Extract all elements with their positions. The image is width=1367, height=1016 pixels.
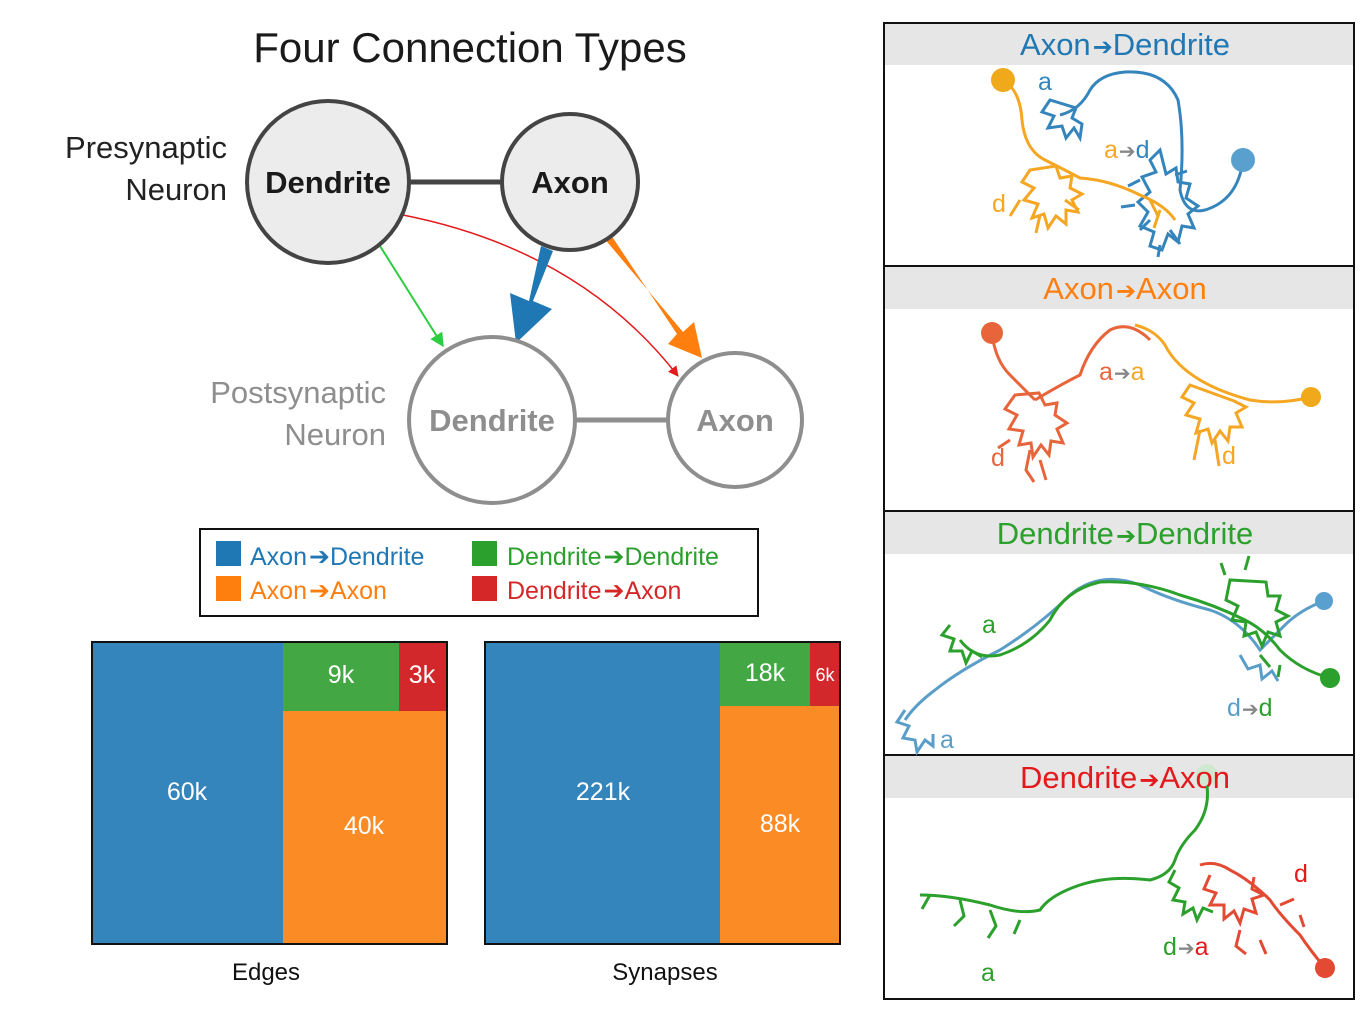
soma-orange <box>991 68 1015 92</box>
postsynaptic-label-line2: Neuron <box>284 417 386 452</box>
postsynaptic-label-line1: Postsynaptic <box>210 375 386 410</box>
panel-title: Axon➔Dendrite <box>1020 27 1230 62</box>
soma-yellow-orange <box>1301 387 1321 407</box>
legend-swatch-dendrite-axon <box>472 576 497 601</box>
compartment-label: d <box>992 190 1006 218</box>
treemap-value: 18k <box>745 659 786 687</box>
panel-header <box>885 512 1353 554</box>
legend-swatch-axon-axon <box>216 576 241 601</box>
neuron-green <box>939 555 1331 680</box>
panel-axon-dendrite: Axon➔Dendrite a d a➔d <box>885 24 1353 258</box>
treemap-value: 3k <box>409 661 436 689</box>
treemap-value: 221k <box>576 778 631 806</box>
soma-red-orange <box>981 322 1003 344</box>
treemap-label: Edges <box>232 959 300 986</box>
post-axon-node <box>666 351 804 489</box>
arrow-axon-axon <box>603 232 702 358</box>
arrow-dendrite-dendrite <box>379 245 444 348</box>
connection-label: d➔a <box>1163 933 1209 961</box>
treemap-cell-dendrite-axon <box>810 642 840 706</box>
post-dendrite-node <box>407 335 577 505</box>
panel-header <box>885 756 1353 798</box>
legend-item-axon-axon: Axon➔Axon <box>250 577 387 605</box>
treemap-frame <box>91 641 448 945</box>
legend-swatch-axon-dendrite <box>216 541 241 566</box>
treemap-cell-axon-axon <box>283 711 447 944</box>
neuron-blue <box>1039 70 1245 258</box>
compartment-label: d <box>991 444 1005 472</box>
compartment-label: a <box>981 959 995 987</box>
treemap-value: 40k <box>344 812 385 840</box>
legend-swatch-dendrite-dendrite <box>472 541 497 566</box>
legend-item-axon-dendrite: Axon➔Dendrite <box>250 543 424 571</box>
connection-diagram: Four Connection Types Presynaptic Neuron… <box>65 24 804 505</box>
arrow-axon-dendrite <box>510 246 553 343</box>
panel-axon-axon: Axon➔Axon d d a➔a <box>885 267 1353 483</box>
connection-label: a➔a <box>1099 358 1145 386</box>
pre-axon-label: Axon <box>531 165 609 200</box>
neuron-orange <box>1002 78 1177 234</box>
soma-blue-2 <box>1315 592 1333 610</box>
panel-header <box>885 24 1353 65</box>
treemap-value: 88k <box>760 810 801 838</box>
soma-green <box>1320 668 1340 688</box>
presynaptic-label-line1: Presynaptic <box>65 130 227 165</box>
compartment-label: d <box>1294 860 1308 888</box>
neuron-yellow-orange <box>1134 323 1312 467</box>
arrow-dendrite-axon <box>402 214 679 377</box>
neuron-green-2 <box>919 785 1214 939</box>
treemap-value: 60k <box>167 778 208 806</box>
compartment-label: a <box>1038 68 1052 96</box>
connection-label: a➔d <box>1104 136 1150 164</box>
legend: Axon➔Dendrite Dendrite➔Dendrite Axon➔Axo… <box>199 528 759 617</box>
post-axon-label: Axon <box>696 403 774 438</box>
soma-faded-green <box>1196 764 1218 786</box>
panel-title: Axon➔Axon <box>1043 271 1206 306</box>
panel-title: Dendrite➔Dendrite <box>997 516 1253 551</box>
treemap-value: 6k <box>815 665 835 685</box>
presynaptic-label-line2: Neuron <box>125 172 227 207</box>
treemap-cell-dendrite-dendrite <box>283 642 399 711</box>
treemap-cell-dendrite-dendrite <box>720 642 810 706</box>
neuron-red-orange <box>990 325 1152 483</box>
legend-item-dendrite-dendrite: Dendrite➔Dendrite <box>507 543 719 571</box>
connection-label: d➔d <box>1227 694 1273 722</box>
pre-dendrite-node <box>245 99 411 265</box>
treemap-cell-dendrite-axon <box>399 642 447 711</box>
pre-dendrite-label: Dendrite <box>265 165 391 200</box>
treemap-frame <box>484 641 841 945</box>
panel-dendrite-dendrite: Dendrite➔Dendrite a a d➔d <box>885 512 1353 756</box>
legend-item-dendrite-axon: Dendrite➔Axon <box>507 577 681 605</box>
panel-header <box>885 267 1353 309</box>
post-dendrite-label: Dendrite <box>429 403 555 438</box>
compartment-label: d <box>1222 442 1236 470</box>
treemap-value: 9k <box>328 661 355 689</box>
treemap-edges: 60k 9k 3k 40k Edges <box>91 641 448 986</box>
pre-axon-node <box>500 112 640 252</box>
treemap-cell-axon-dendrite <box>485 642 720 944</box>
diagram-title: Four Connection Types <box>253 24 686 71</box>
treemap-cell-axon-axon <box>720 706 840 944</box>
soma-blue <box>1231 148 1255 172</box>
compartment-label: a <box>940 726 954 754</box>
treemap-cell-axon-dendrite <box>92 642 283 944</box>
soma-red-2 <box>1315 958 1335 978</box>
neuron-red-2 <box>1199 861 1327 969</box>
neuron-panels: Axon➔Dendrite a d a➔d <box>883 22 1355 1000</box>
treemap-label: Synapses <box>612 959 717 986</box>
panel-dendrite-axon: Dendrite➔Axon a d d➔a <box>885 756 1353 987</box>
compartment-label: a <box>982 611 996 639</box>
panel-title: Dendrite➔Axon <box>1020 760 1230 795</box>
treemap-synapses: 221k 18k 6k 88k Synapses <box>484 641 841 986</box>
